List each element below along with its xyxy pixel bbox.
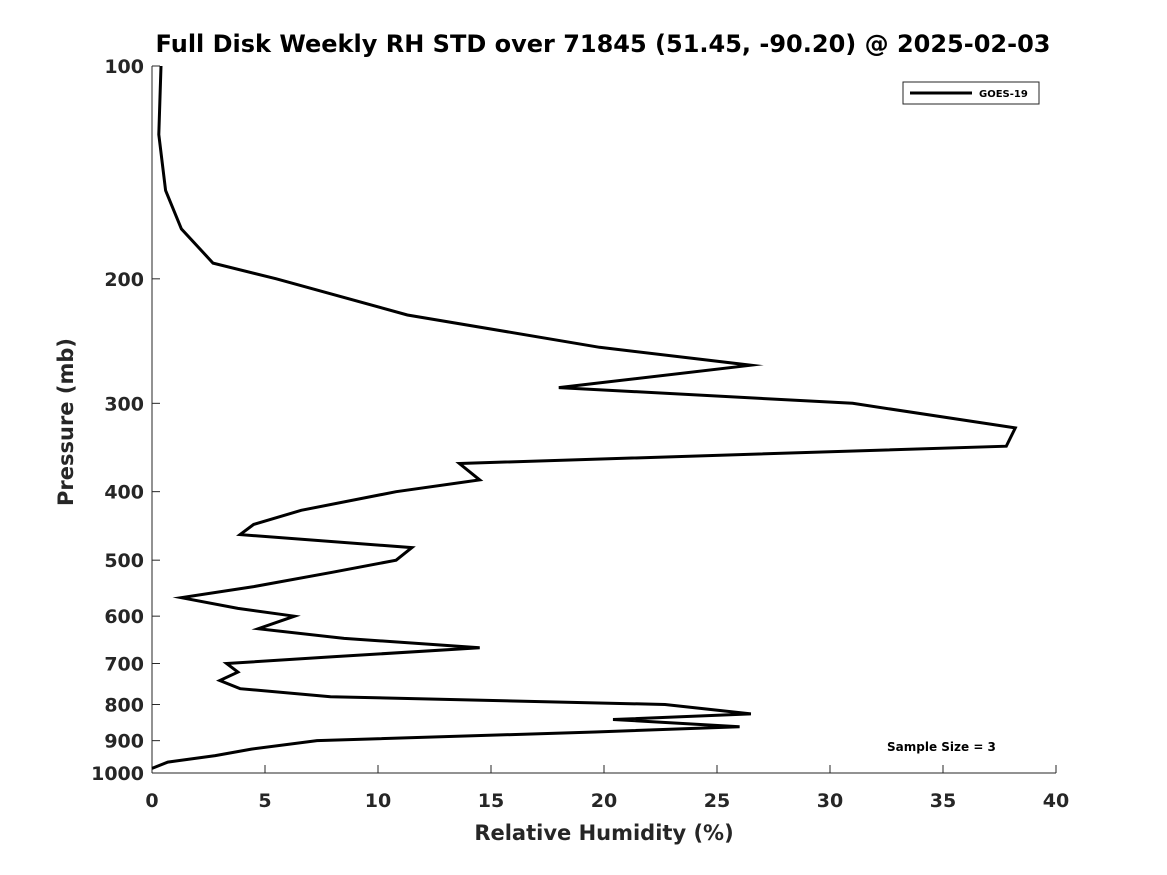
y-tick-label: 300 [104, 393, 144, 415]
x-ticks: 0 5 10 15 20 25 30 35 40 [145, 765, 1069, 812]
y-tick-label: 700 [104, 653, 144, 675]
y-tick-label: 800 [104, 694, 144, 716]
x-tick-label: 35 [930, 790, 956, 812]
x-tick-label: 20 [591, 790, 617, 812]
y-tick-label: 600 [104, 606, 144, 628]
x-axis-label: Relative Humidity (%) [474, 821, 733, 845]
x-tick-label: 0 [145, 790, 158, 812]
x-tick-label: 30 [817, 790, 843, 812]
x-tick-label: 10 [365, 790, 391, 812]
y-tick-label: 900 [104, 731, 144, 753]
series-line-goes-19 [151, 65, 1018, 770]
legend-label-goes-19: GOES-19 [979, 89, 1028, 100]
x-tick-label: 5 [258, 790, 271, 812]
sample-size-annotation: Sample Size = 3 [887, 740, 996, 754]
y-tick-label: 500 [104, 550, 144, 572]
x-tick-label: 15 [478, 790, 504, 812]
y-ticks: 100 200 300 400 500 600 700 800 900 1000 [91, 56, 160, 785]
series-layer [151, 65, 1018, 770]
x-tick-label: 25 [704, 790, 730, 812]
x-tick-label: 40 [1043, 790, 1069, 812]
chart-title: Full Disk Weekly RH STD over 71845 (51.4… [156, 30, 1051, 58]
y-axis-label: Pressure (mb) [54, 338, 78, 506]
y-tick-label: 1000 [91, 763, 144, 785]
y-tick-label: 100 [104, 56, 144, 78]
y-tick-label: 400 [104, 482, 144, 504]
legend: GOES-19 [902, 81, 1040, 105]
plot-area: 0 5 10 15 20 25 30 35 40 100 200 300 400 500 600 700 80… [91, 56, 1069, 812]
y-tick-label: 200 [104, 269, 144, 291]
